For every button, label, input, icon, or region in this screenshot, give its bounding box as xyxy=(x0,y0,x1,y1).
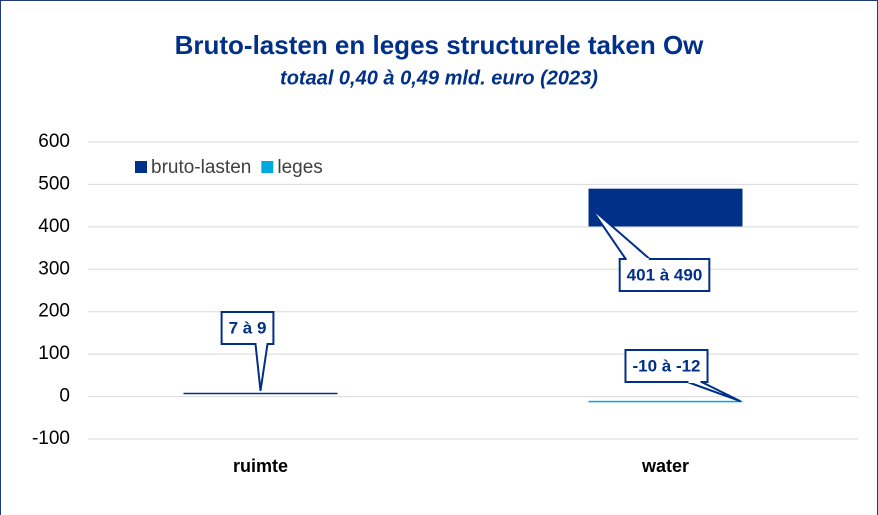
chart-subtitle: totaal 0,40 à 0,49 mld. euro (2023) xyxy=(280,67,598,89)
data-label: 401 à 490 xyxy=(627,265,703,284)
y-tick-label: 300 xyxy=(38,258,70,279)
x-tick-label: water xyxy=(641,456,689,476)
y-tick-label: -100 xyxy=(32,428,70,449)
y-tick-label: 200 xyxy=(38,301,70,322)
legend-label: bruto-lasten xyxy=(151,157,251,178)
bar xyxy=(588,400,743,403)
callout-gap xyxy=(256,343,267,345)
callout-box xyxy=(618,258,711,292)
callout-box xyxy=(220,311,275,345)
chart-title: Bruto-lasten en leges structurele taken … xyxy=(175,30,705,60)
callout-gap xyxy=(688,381,701,383)
callout-box xyxy=(624,349,709,383)
bar xyxy=(183,392,338,395)
y-tick-label: 0 xyxy=(59,386,70,407)
data-label: -10 à -12 xyxy=(632,356,700,375)
y-tick-label: 100 xyxy=(38,343,70,364)
callout-gap xyxy=(626,258,649,260)
y-tick-label: 500 xyxy=(38,173,70,194)
legend-label: leges xyxy=(277,157,322,178)
data-label: 7 à 9 xyxy=(229,318,267,337)
bar xyxy=(588,188,743,227)
x-tick-label: ruimte xyxy=(233,456,288,476)
legend-swatch xyxy=(261,161,274,173)
y-tick-label: 600 xyxy=(38,131,70,152)
y-tick-label: 400 xyxy=(38,216,70,237)
legend-swatch xyxy=(135,161,147,173)
